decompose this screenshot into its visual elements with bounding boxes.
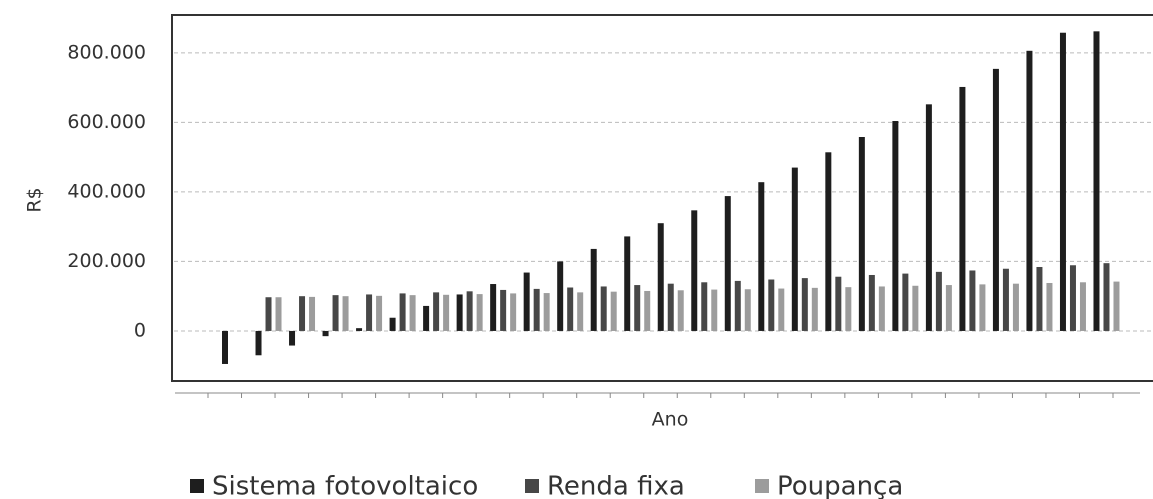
y-tick-label: 800.000 — [67, 41, 146, 63]
bar — [1046, 282, 1053, 331]
bar — [356, 328, 363, 331]
legend-label: Poupança — [777, 472, 903, 499]
bar — [634, 285, 641, 331]
bar — [811, 287, 818, 331]
legend-swatch — [190, 479, 204, 493]
bar — [825, 152, 832, 331]
legend-label: Sistema fotovoltaico — [212, 472, 478, 499]
bar — [376, 295, 383, 331]
bar — [433, 292, 440, 331]
bar — [979, 284, 986, 331]
plot-frame — [171, 14, 1153, 382]
bar — [342, 296, 349, 331]
y-tick-label: 200.000 — [67, 250, 146, 272]
bar — [912, 285, 919, 331]
bar — [969, 270, 976, 331]
bar — [902, 273, 909, 331]
bar — [677, 290, 684, 331]
bar — [289, 330, 296, 346]
bar — [523, 272, 530, 331]
bar — [500, 289, 507, 331]
bar — [644, 290, 651, 331]
bar — [778, 288, 785, 331]
bar — [691, 210, 698, 331]
bar — [801, 278, 808, 331]
bar — [892, 121, 899, 331]
legend: Sistema fotovoltaico Renda fixa Poupança — [190, 472, 903, 499]
bar — [466, 291, 473, 331]
bar — [543, 293, 550, 331]
x-axis-label: Ano — [652, 409, 689, 431]
bar — [724, 196, 731, 331]
bar — [510, 293, 517, 331]
bar — [878, 286, 885, 331]
bar — [925, 104, 932, 331]
bar — [456, 294, 463, 331]
bar — [533, 288, 540, 331]
bar — [1093, 31, 1100, 331]
bar — [577, 292, 584, 331]
bar — [945, 285, 952, 331]
bar — [935, 271, 942, 331]
bar — [992, 68, 999, 331]
bar — [567, 287, 574, 331]
bar — [590, 248, 597, 331]
bar — [322, 330, 329, 337]
bar — [399, 293, 406, 331]
bar — [1002, 268, 1009, 331]
bar — [309, 296, 316, 331]
bar — [275, 297, 282, 331]
y-axis-label: R$ — [24, 187, 46, 212]
bar — [1113, 281, 1120, 331]
bar — [734, 280, 741, 331]
bar — [366, 294, 373, 331]
bar — [1036, 266, 1043, 331]
bar — [744, 289, 751, 331]
bar — [409, 295, 416, 331]
bar — [768, 279, 775, 331]
bar — [624, 236, 631, 331]
bar — [332, 295, 339, 331]
legend-swatch — [755, 479, 769, 493]
bar — [1079, 282, 1086, 331]
bar — [667, 283, 674, 331]
bar — [610, 291, 617, 331]
bar — [476, 294, 483, 331]
bar — [701, 282, 708, 331]
bar — [758, 182, 765, 331]
bar — [1103, 263, 1110, 331]
bar — [1012, 283, 1019, 331]
y-tick-label: 600.000 — [67, 111, 146, 133]
bar — [858, 137, 865, 331]
bar — [1026, 50, 1033, 331]
y-tick-label: 0 — [134, 319, 146, 341]
bar — [443, 294, 450, 331]
bar — [959, 86, 966, 331]
bar — [711, 289, 718, 331]
bar — [557, 261, 564, 331]
y-tick-label: 400.000 — [67, 180, 146, 202]
bar — [845, 287, 852, 331]
bar — [1069, 265, 1076, 331]
bar — [299, 296, 306, 331]
bar — [1059, 32, 1066, 331]
bar — [255, 330, 262, 356]
bar — [791, 167, 798, 331]
bar — [265, 297, 272, 331]
bar — [490, 284, 497, 331]
bar — [835, 276, 842, 331]
bar — [600, 286, 607, 331]
legend-swatch — [525, 479, 539, 493]
bar — [423, 305, 430, 331]
bar — [389, 317, 396, 331]
bar — [222, 330, 228, 364]
legend-label: Renda fixa — [547, 472, 685, 499]
bar — [657, 223, 664, 331]
bar — [868, 274, 875, 331]
